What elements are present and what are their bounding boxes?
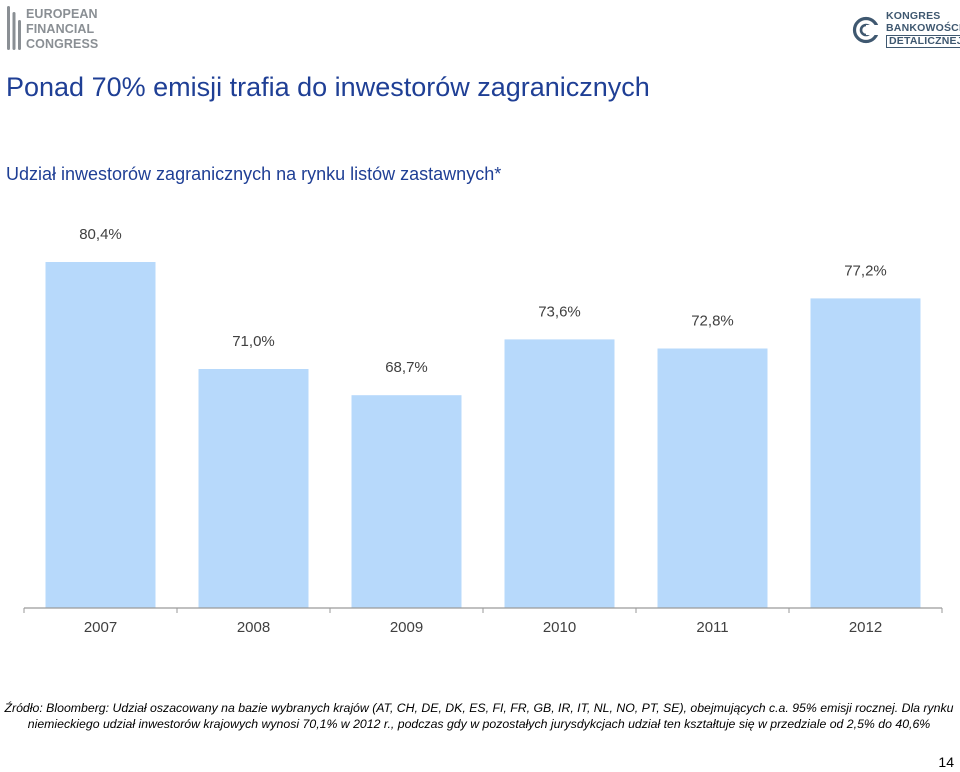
efc-logo-line: FINANCIAL (26, 22, 95, 36)
x-tick-label-2010: 2010 (543, 619, 576, 636)
bar-chart: 80,4% 2007 71,0% 2008 68,7% 2009 73,6% 2010 72,8… (23, 226, 943, 636)
bar-2008 (198, 369, 309, 608)
efc-logo-text: EUROPEAN FINANCIAL CONGRESS (26, 7, 99, 52)
kbd-logo-line: KONGRES (886, 10, 941, 22)
bar-2012 (810, 298, 921, 608)
data-label-2007: 80,4% (79, 226, 122, 243)
data-label-2008: 71,0% (232, 333, 275, 350)
page-number: 14 (938, 754, 954, 770)
efc-bars-icon (7, 6, 21, 50)
efc-logo-line: EUROPEAN (26, 7, 98, 21)
data-label-2009: 68,7% (385, 359, 428, 376)
kbd-logo-line: DETALICZNEJ (886, 35, 960, 48)
x-tick-label-2008: 2008 (237, 619, 270, 636)
efc-logo-line: CONGRESS (26, 37, 99, 51)
x-tick-label-2009: 2009 (390, 619, 423, 636)
bar-2007 (45, 262, 156, 608)
european-financial-congress-logo: EUROPEAN FINANCIAL CONGRESS (6, 4, 99, 54)
kongres-bankowosci-detalicznej-logo: KONGRES BANKOWOŚCI DETALICZNEJ (852, 8, 960, 56)
kbd-logo-text: KONGRES BANKOWOŚCI DETALICZNEJ (886, 10, 960, 48)
page-title: Ponad 70% emisji trafia do inwestorów za… (6, 72, 650, 102)
data-label-2011: 72,8% (691, 313, 734, 330)
chart-subtitle: Udział inwestorów zagranicznych na rynku… (6, 164, 502, 184)
bar-2010 (504, 339, 615, 608)
data-label-2010: 73,6% (538, 303, 581, 320)
x-tick-label-2011: 2011 (696, 619, 728, 636)
kbd-circle-icon (852, 16, 880, 44)
x-tick-label-2012: 2012 (849, 619, 882, 636)
data-label-2012: 77,2% (844, 262, 887, 279)
kbd-logo-line: BANKOWOŚCI (886, 22, 960, 34)
bar-2009 (351, 395, 462, 608)
source-footnote: Źródło: Bloomberg: Udział oszacowany na … (4, 701, 954, 731)
bar-2011 (657, 348, 768, 608)
x-tick-label-2007: 2007 (84, 619, 117, 636)
